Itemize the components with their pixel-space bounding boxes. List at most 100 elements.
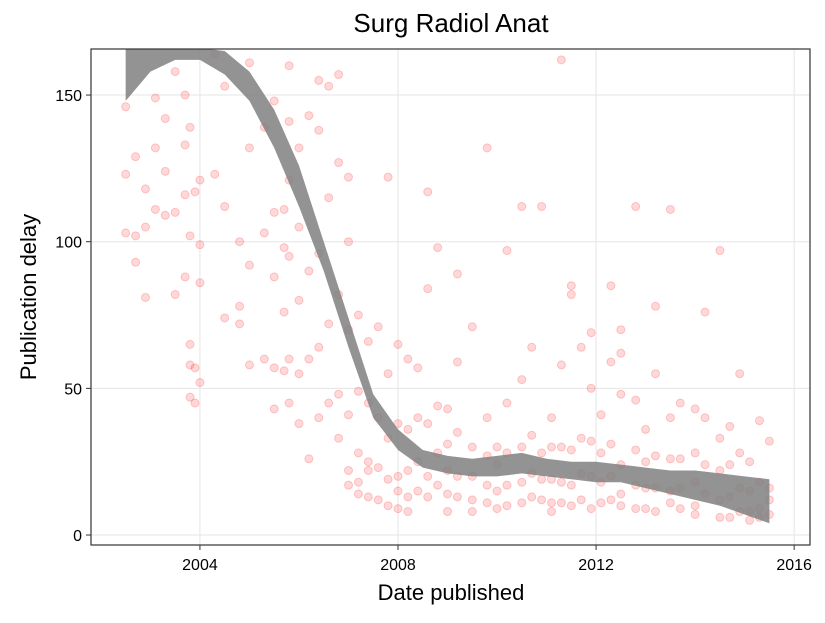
point [314,342,324,352]
point [235,301,245,311]
point [556,498,566,508]
point [537,474,547,484]
point [279,204,289,214]
point [284,251,294,261]
point [675,398,685,408]
point [492,442,502,452]
point [665,498,675,508]
point [185,392,195,402]
point [284,398,294,408]
x-tick-label: 2016 [776,557,812,574]
point [700,460,710,470]
point [606,439,616,449]
point [641,504,651,514]
point [596,448,606,458]
point [294,419,304,429]
point [324,193,334,203]
point [631,445,641,455]
point [616,389,626,399]
point [616,348,626,358]
point [363,465,373,475]
point [195,240,205,250]
point [452,357,462,367]
point [527,342,537,352]
point [403,354,413,364]
point [735,369,745,379]
x-tick-label: 2008 [380,557,416,574]
point [279,243,289,253]
point [665,454,675,464]
point [517,442,527,452]
point [527,430,537,440]
point [413,486,423,496]
point [324,81,334,91]
point [343,410,353,420]
point [467,495,477,505]
point [586,504,596,514]
point [180,90,190,100]
point [383,172,393,182]
point [423,471,433,481]
point [443,404,453,414]
point [423,187,433,197]
point [334,158,344,168]
point [140,184,150,194]
point [452,427,462,437]
point [244,260,254,270]
point [754,416,764,426]
point [363,492,373,502]
point [482,480,492,490]
chart-title: Surg Radiol Anat [353,8,549,38]
point [502,501,512,511]
point [190,363,200,373]
point [150,93,160,103]
point [259,228,269,238]
point [517,375,527,385]
point [556,477,566,487]
point [353,310,363,320]
point [121,102,131,112]
point [314,75,324,85]
point [185,231,195,241]
point [433,401,443,411]
point [383,474,393,484]
point [131,152,141,162]
point [393,419,403,429]
point [393,471,403,481]
point [131,231,141,241]
point [631,504,641,514]
point [556,442,566,452]
point [566,445,576,455]
point [363,457,373,467]
point [443,507,453,517]
point [547,413,557,423]
point [304,354,314,364]
point [616,489,626,499]
point [195,175,205,185]
point [185,122,195,132]
point [566,290,576,300]
point [304,111,314,121]
point [294,369,304,379]
point [467,442,477,452]
point [690,501,700,511]
point [700,413,710,423]
point [675,454,685,464]
point [413,413,423,423]
point [715,512,725,522]
point [373,495,383,505]
point [690,404,700,414]
point [502,246,512,256]
point [185,339,195,349]
point [324,319,334,329]
point [195,278,205,288]
point [631,202,641,212]
point [547,442,557,452]
point [665,413,675,423]
point [606,495,616,505]
point [210,169,220,179]
grid [91,49,810,545]
point [537,202,547,212]
point [690,509,700,519]
